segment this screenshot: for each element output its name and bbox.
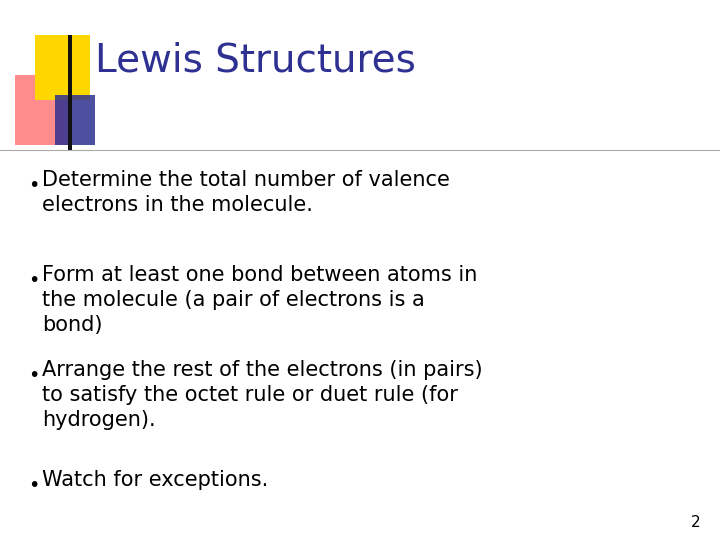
Text: •: • bbox=[28, 271, 40, 290]
Bar bbox=[55, 95, 95, 145]
Text: 2: 2 bbox=[690, 515, 700, 530]
Text: Determine the total number of valence
electrons in the molecule.: Determine the total number of valence el… bbox=[42, 170, 450, 215]
Bar bbox=[35, 35, 90, 100]
Text: Lewis Structures: Lewis Structures bbox=[95, 41, 416, 79]
Bar bbox=[68, 35, 72, 150]
Text: •: • bbox=[28, 176, 40, 195]
Text: Arrange the rest of the electrons (in pairs)
to satisfy the octet rule or duet r: Arrange the rest of the electrons (in pa… bbox=[42, 360, 482, 430]
Text: •: • bbox=[28, 476, 40, 495]
Bar bbox=[15, 75, 70, 145]
Text: Form at least one bond between atoms in
the molecule (a pair of electrons is a
b: Form at least one bond between atoms in … bbox=[42, 265, 477, 335]
Text: •: • bbox=[28, 366, 40, 385]
Text: Watch for exceptions.: Watch for exceptions. bbox=[42, 470, 269, 490]
